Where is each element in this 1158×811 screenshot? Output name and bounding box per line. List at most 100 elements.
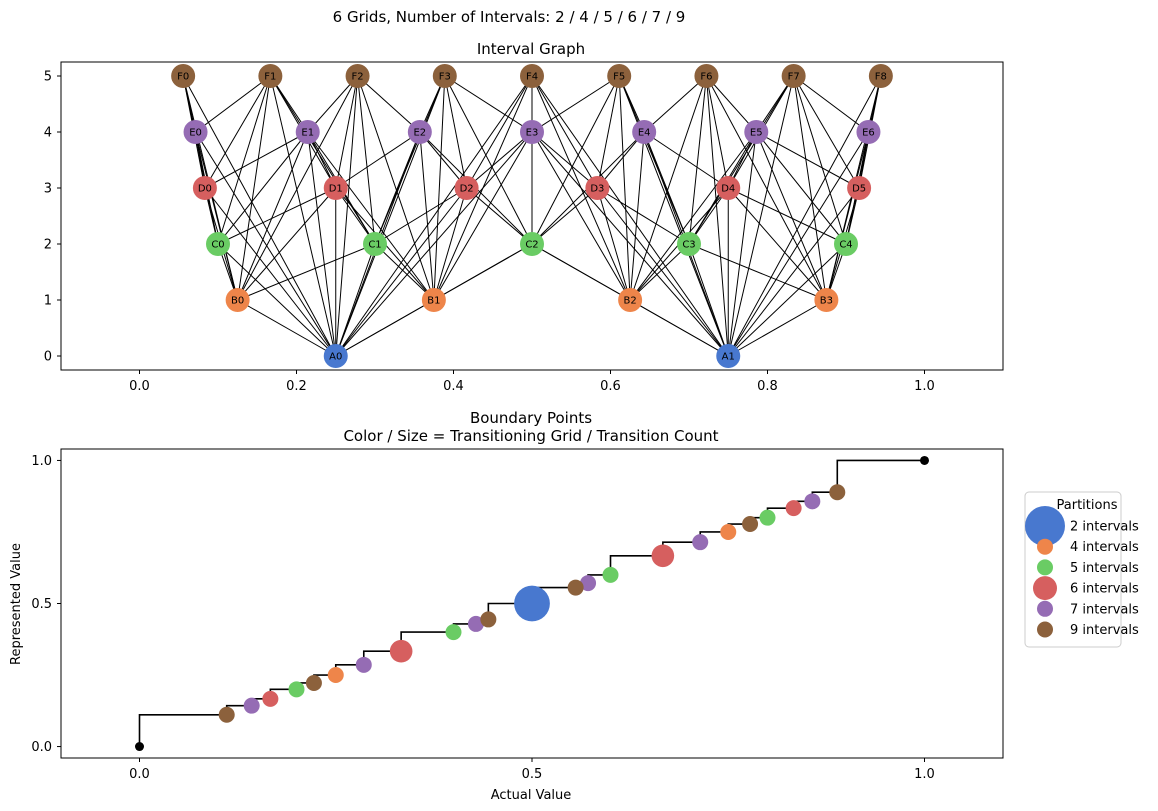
y-tick-label: 1.0	[31, 454, 52, 469]
node-D3: D3	[585, 176, 610, 200]
interval-graph-nodes: A0 A1 B0 B1 B2 B3 C0 C1 C2 C3 C4 D0 D1 D2 D3 D4 D5 E0 E1 E2…	[171, 64, 893, 368]
node-A1: A1	[716, 344, 741, 368]
edge-D5-E5	[756, 131, 860, 189]
node-F1: F1	[258, 64, 283, 88]
edge-E5-F6	[706, 75, 757, 133]
node-C4: C4	[834, 232, 858, 256]
edge-B0-E1	[237, 131, 309, 301]
boundary-point	[480, 611, 497, 628]
edge-C3-D3	[597, 187, 690, 245]
node-D1: D1	[323, 176, 348, 200]
node-marker	[295, 120, 320, 144]
node-label: E5	[750, 128, 763, 139]
node-label: D3	[590, 184, 604, 195]
y-tick-label: 3	[44, 182, 52, 197]
edge-C2-F5	[531, 75, 620, 245]
interval-graph-edges	[182, 75, 882, 357]
node-E2: E2	[407, 120, 432, 144]
edge-E4-F6	[643, 75, 707, 133]
node-label: C3	[682, 240, 695, 251]
node-D5: D5	[847, 176, 872, 200]
edge-A1-F4	[531, 75, 729, 357]
edge-C2-D3	[531, 187, 598, 245]
interval-graph-frame	[60, 61, 1004, 371]
node-label: F6	[700, 72, 712, 83]
y-tick-label: 0	[44, 350, 52, 365]
edge-A0-F4	[335, 75, 533, 357]
node-marker	[716, 176, 741, 200]
node-label: E1	[301, 128, 314, 139]
edge-D5-F7	[793, 75, 860, 189]
node-F3: F3	[432, 64, 457, 88]
node-D0: D0	[192, 176, 217, 200]
interval-graph-ticks: 0.0 0.2 0.4 0.6 0.8 1.0 0 1 2 3 4 5	[44, 70, 935, 395]
node-marker	[847, 176, 872, 200]
edge-A0-F3	[335, 75, 446, 357]
edge-B1-F3	[433, 75, 446, 301]
x-tick-label: 0.8	[757, 379, 778, 394]
edge-A0-E0	[195, 131, 337, 357]
node-marker	[192, 176, 217, 200]
boundary-points-title-line-1: Boundary Points	[470, 409, 592, 427]
node-marker	[856, 120, 881, 144]
node-label: E2	[413, 128, 426, 139]
legend-marker	[1037, 538, 1053, 555]
node-C2: C2	[520, 232, 544, 256]
edge-C1-F3	[374, 75, 446, 245]
legend-label: 7 intervals	[1070, 602, 1139, 617]
x-axis-label: Actual Value	[491, 788, 572, 803]
edge-A1-C4	[727, 243, 847, 357]
edge-B1-F4	[433, 75, 533, 301]
node-label: B2	[624, 296, 637, 307]
edge-B3-E5	[755, 131, 827, 301]
node-marker	[206, 232, 230, 256]
node-label: E0	[189, 128, 202, 139]
edge-A0-C0	[217, 243, 337, 357]
edge-E1-F2	[307, 75, 358, 133]
boundary-point	[243, 697, 260, 714]
edge-B1-D2	[433, 187, 468, 301]
y-tick-label: 4	[44, 126, 52, 141]
edge-C3-F5	[618, 75, 690, 245]
node-E3: E3	[520, 120, 544, 144]
edge-A0-B0	[237, 299, 336, 357]
node-E4: E4	[632, 120, 657, 144]
figure-suptitle: 6 Grids, Number of Intervals: 2 / 4 / 5 …	[333, 8, 686, 26]
edge-B2-F4	[531, 75, 631, 301]
edge-D4-E4	[643, 131, 729, 189]
edge-A1-E6	[727, 131, 869, 357]
node-C3: C3	[677, 232, 701, 256]
edge-C1-F2	[357, 75, 376, 245]
node-marker	[225, 288, 250, 312]
edge-B1-E2	[419, 131, 435, 301]
edge-D1-F2	[335, 75, 359, 189]
node-marker	[585, 176, 610, 200]
node-marker	[632, 120, 657, 144]
series-5-intervals	[288, 509, 776, 698]
legend-entry-6: 6 intervals	[1033, 576, 1139, 601]
y-tick-label: 2	[44, 238, 52, 253]
node-B3: B3	[814, 288, 839, 312]
edge-C4-D4	[728, 187, 847, 245]
edge-C1-D2	[374, 187, 467, 245]
y-tick-label: 5	[44, 70, 52, 85]
node-label: D1	[329, 184, 343, 195]
node-label: F1	[264, 72, 276, 83]
node-label: F4	[526, 72, 538, 83]
node-label: C2	[525, 240, 538, 251]
edge-D2-F3	[444, 75, 468, 189]
node-marker	[258, 64, 283, 88]
node-B1: B1	[421, 288, 446, 312]
edge-B2-D3	[596, 187, 631, 301]
edge-A0-F0	[182, 75, 337, 357]
boundary-point	[389, 639, 413, 663]
edge-B2-F5	[618, 75, 631, 301]
edge-C3-F6	[688, 75, 707, 245]
node-marker	[421, 288, 446, 312]
partitions-legend: Partitions 2 intervals 4 intervals 5 inter…	[1024, 491, 1139, 648]
node-B0: B0	[225, 288, 250, 312]
node-D4: D4	[716, 176, 741, 200]
node-label: E3	[526, 128, 539, 139]
end-endpoint	[920, 455, 929, 465]
